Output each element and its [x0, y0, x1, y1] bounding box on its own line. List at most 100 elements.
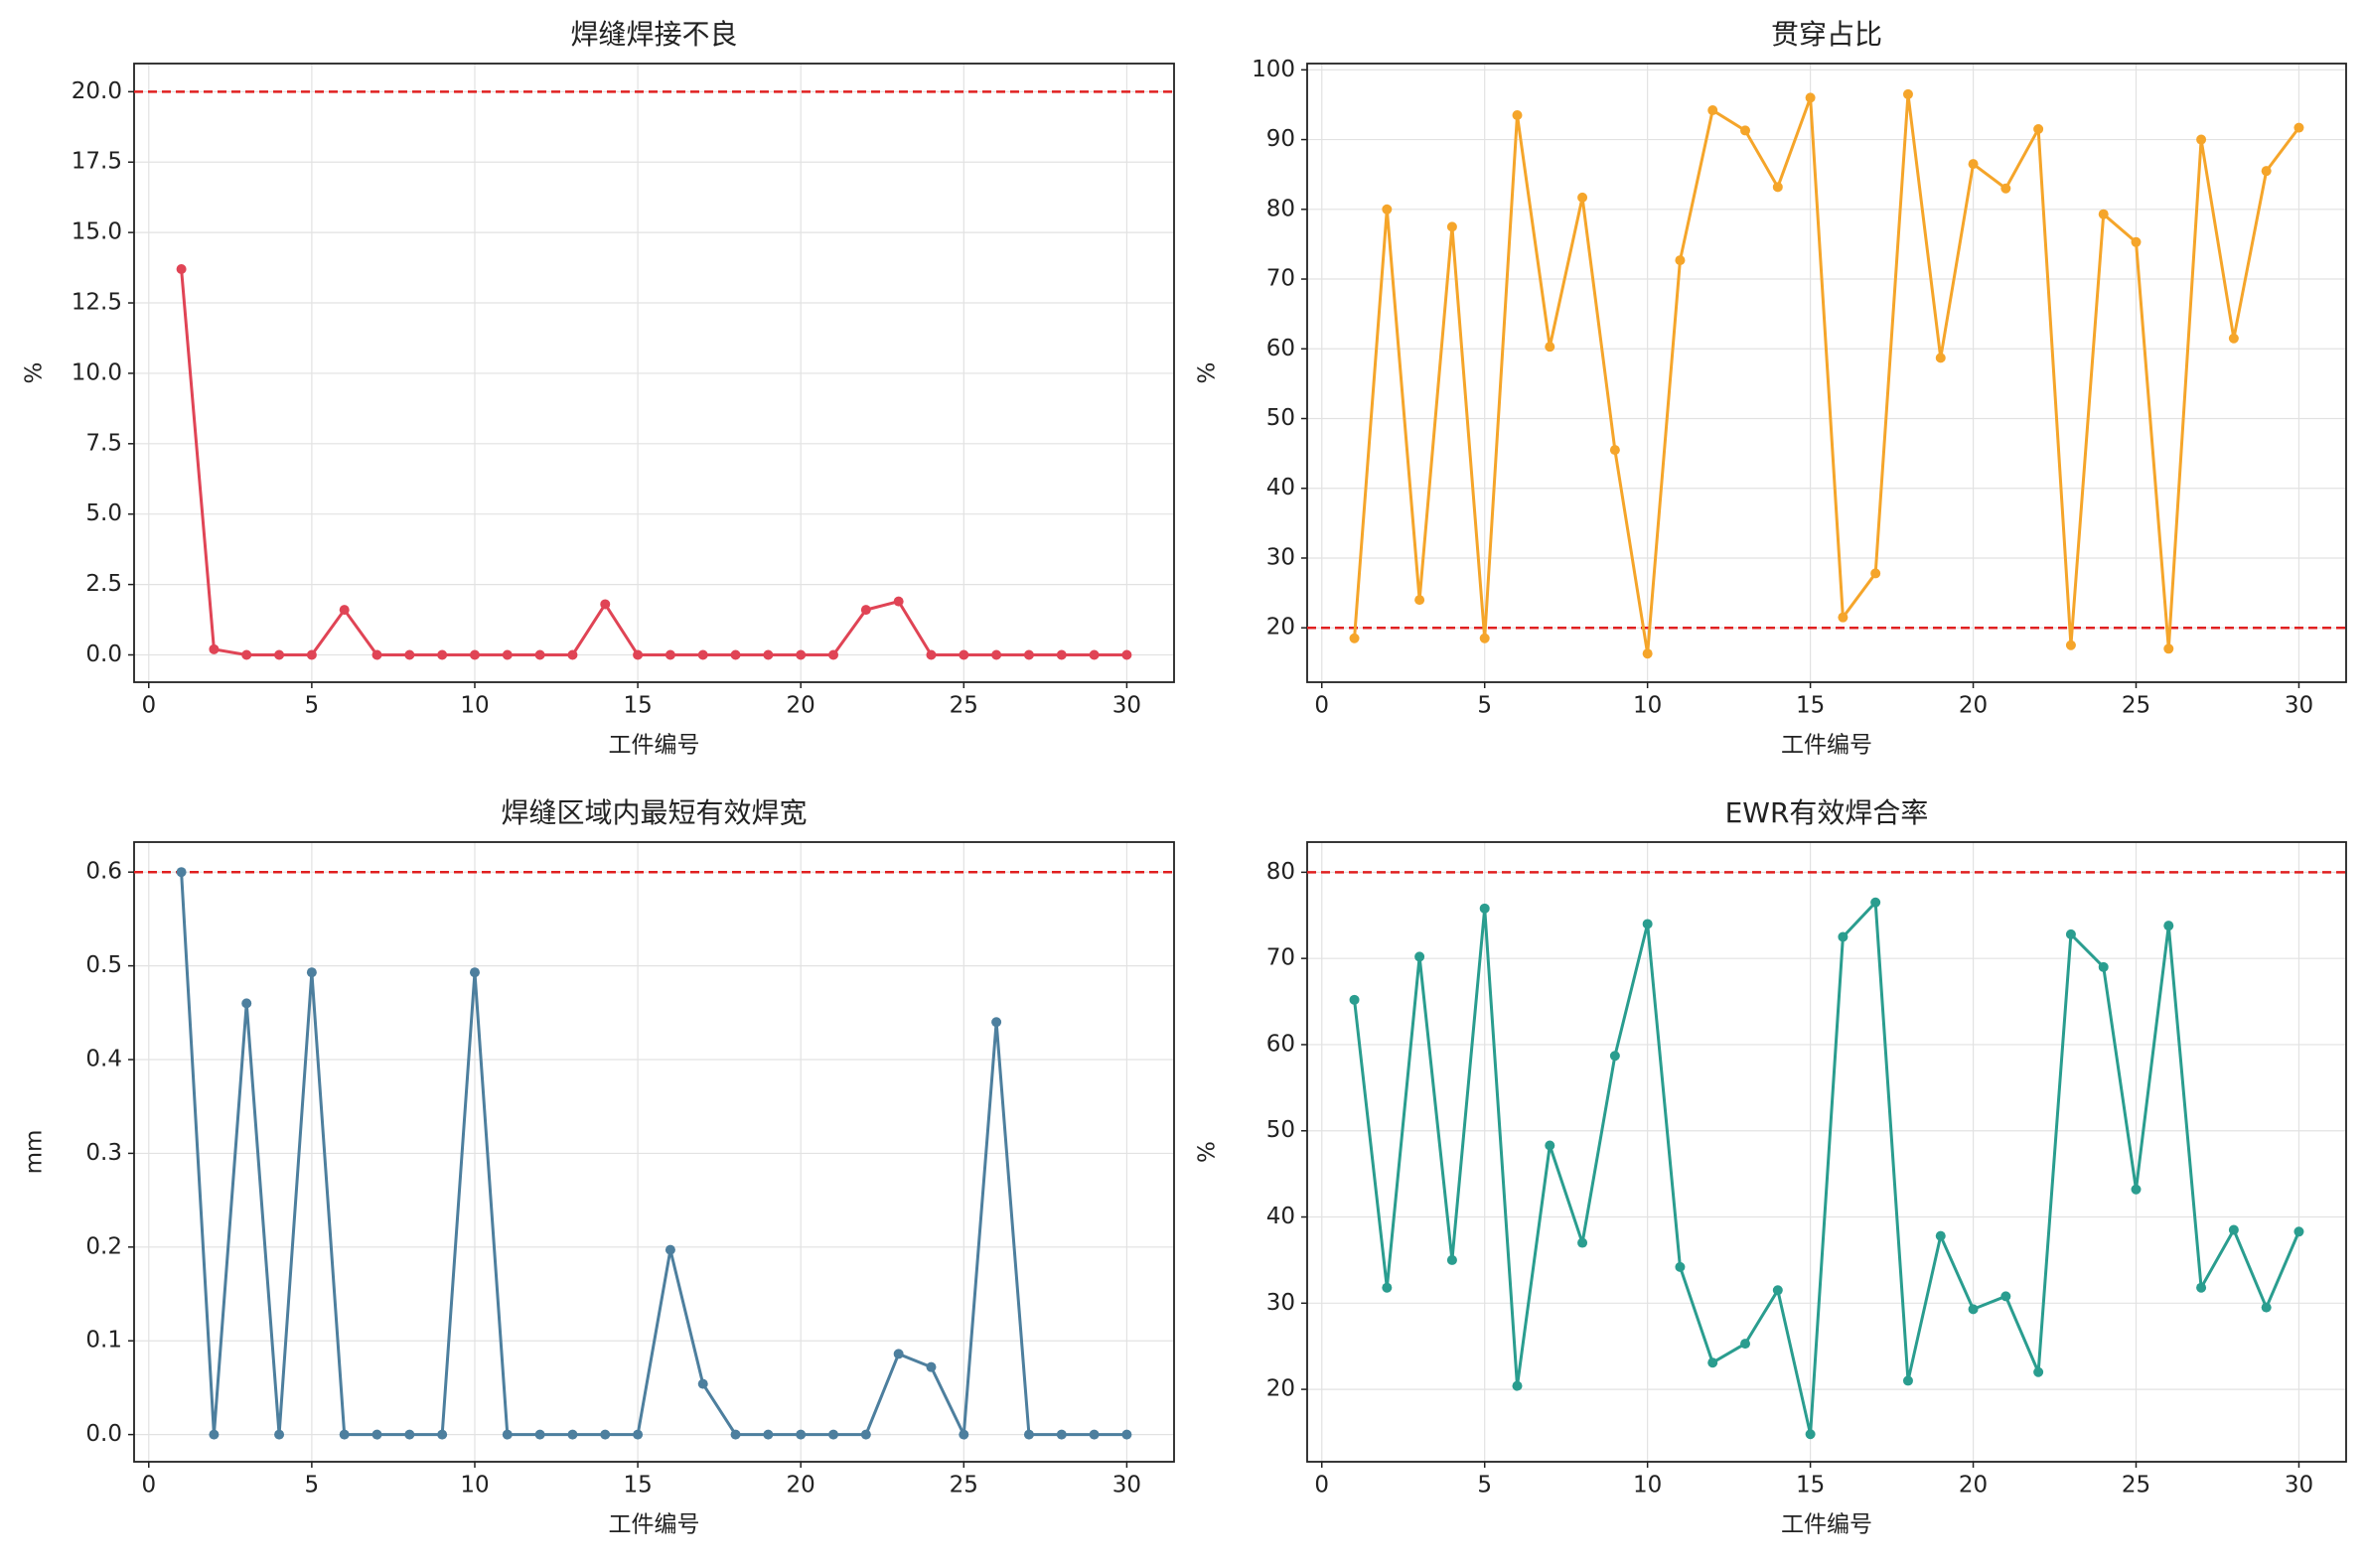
x-tick-label: 5 [305, 1473, 320, 1498]
y-tick-label: 60 [1266, 336, 1295, 361]
x-tick-label: 20 [1959, 693, 1988, 719]
data-point [1870, 568, 1881, 579]
data-point [1740, 1339, 1751, 1350]
data-point [1968, 159, 1979, 170]
data-point [371, 649, 382, 660]
data-point [1870, 897, 1881, 908]
x-axis-label: 工件编号 [1781, 1512, 1872, 1538]
data-point [1577, 192, 1588, 203]
data-point [926, 649, 937, 660]
data-point [1902, 88, 1913, 99]
y-tick-label: 80 [1266, 196, 1295, 221]
data-point [404, 649, 415, 660]
data-point [2228, 1224, 2239, 1235]
series-line [1353, 93, 2300, 654]
data-point [633, 1429, 644, 1440]
data-point [665, 1244, 675, 1255]
data-point [730, 1429, 741, 1440]
data-point [176, 867, 187, 878]
y-tick-label: 40 [1266, 1204, 1295, 1229]
data-point [860, 1429, 871, 1440]
data-point [2065, 928, 2076, 939]
data-point [1414, 951, 1425, 962]
data-point [502, 1429, 513, 1440]
data-point [2033, 1366, 2044, 1377]
y-tick-label: 0.1 [85, 1328, 122, 1354]
data-point [1740, 125, 1751, 136]
data-point [1089, 649, 1100, 660]
y-tick-label: 2.5 [85, 571, 122, 597]
x-tick-label: 25 [2122, 1473, 2150, 1498]
data-point [796, 1429, 807, 1440]
data-point [2293, 1226, 2304, 1237]
data-point [1512, 1380, 1523, 1391]
data-point [1642, 919, 1653, 929]
data-point [959, 1429, 969, 1440]
data-point [1023, 1429, 1034, 1440]
data-point [1545, 1140, 1555, 1151]
data-point [176, 264, 187, 275]
data-point [2000, 1291, 2011, 1302]
data-point [339, 605, 350, 616]
data-point [2163, 921, 2174, 931]
data-point [1772, 1285, 1783, 1296]
data-point [893, 596, 904, 607]
data-point [1642, 648, 1653, 659]
y-tick-label: 0.0 [85, 1421, 122, 1447]
y-tick-label: 80 [1266, 859, 1295, 885]
data-point [209, 643, 220, 654]
y-tick-label: 0.5 [85, 952, 122, 978]
y-tick-label: 10.0 [72, 359, 122, 385]
data-point [209, 1429, 220, 1440]
series-line [180, 872, 1127, 1441]
data-point [567, 649, 578, 660]
data-point [1479, 633, 1490, 643]
x-tick-label: 10 [460, 1473, 489, 1498]
data-point [893, 1349, 904, 1359]
data-point [1545, 342, 1555, 353]
y-tick-label: 50 [1266, 405, 1295, 431]
data-point [828, 649, 839, 660]
y-tick-label: 40 [1266, 475, 1295, 500]
x-tick-label: 10 [1633, 693, 1662, 719]
y-axis-label: mm [22, 1130, 48, 1175]
y-tick-label: 30 [1266, 544, 1295, 570]
data-point [2098, 209, 2109, 219]
x-axis-label: 工件编号 [609, 733, 700, 759]
data-point [274, 649, 285, 660]
data-point [1446, 1254, 1457, 1265]
data-point [2196, 134, 2207, 145]
y-tick-label: 20 [1266, 1376, 1295, 1402]
y-tick-label: 50 [1266, 1117, 1295, 1143]
data-point [1479, 903, 1490, 914]
data-point [1577, 1237, 1588, 1248]
data-point [1512, 109, 1523, 120]
data-point [534, 1429, 545, 1440]
data-point [1121, 1429, 1132, 1440]
data-point [1707, 1357, 1718, 1368]
x-tick-label: 20 [787, 693, 815, 719]
y-tick-label: 70 [1266, 945, 1295, 971]
y-axis-label: % [22, 362, 48, 384]
data-point [828, 1429, 839, 1440]
data-point [926, 1361, 937, 1372]
chart-title: 贯穿占比 [1771, 18, 1882, 51]
data-point [2000, 183, 2011, 194]
data-point [534, 649, 545, 660]
y-tick-label: 0.3 [85, 1140, 122, 1166]
data-point [502, 649, 513, 660]
x-axis-label: 工件编号 [609, 1512, 700, 1538]
x-tick-label: 30 [1112, 1473, 1141, 1498]
data-point [437, 1429, 448, 1440]
x-tick-label: 25 [950, 693, 978, 719]
data-point [1805, 1429, 1816, 1440]
data-point [2261, 1302, 2272, 1313]
data-point [991, 1017, 1002, 1028]
y-tick-label: 17.5 [72, 149, 122, 175]
data-point [339, 1429, 350, 1440]
data-point [991, 649, 1002, 660]
data-point [1121, 649, 1132, 660]
data-point [1023, 649, 1034, 660]
data-point [2261, 166, 2272, 177]
data-point [763, 649, 774, 660]
